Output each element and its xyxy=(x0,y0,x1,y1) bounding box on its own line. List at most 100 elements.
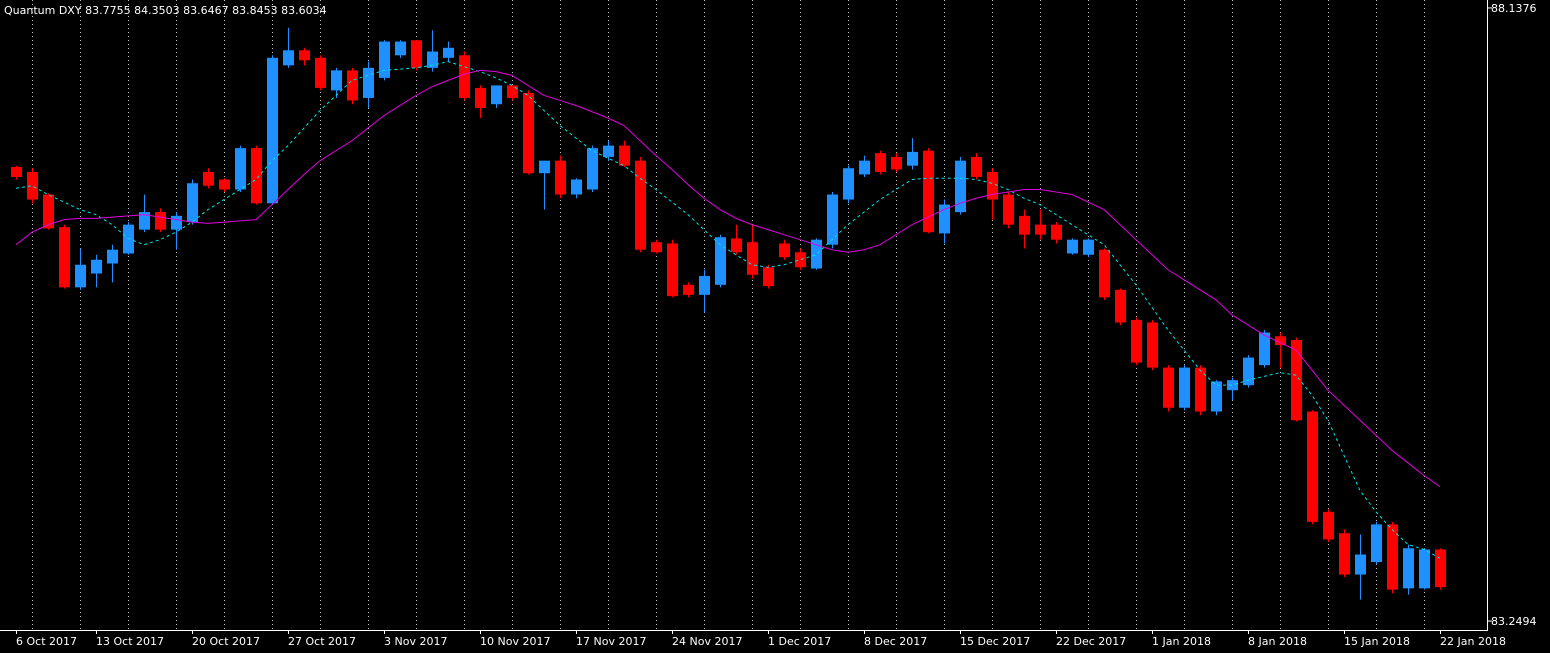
candle-body xyxy=(395,41,406,56)
candle-body xyxy=(91,259,102,274)
candle-body xyxy=(427,51,438,68)
candle-body xyxy=(155,212,166,230)
candle-body xyxy=(1355,554,1366,575)
candle-body xyxy=(27,171,38,200)
candle-body xyxy=(1387,524,1398,590)
x-tick-label: 10 Nov 2017 xyxy=(480,635,550,648)
candle-body xyxy=(1435,549,1446,588)
candle-body xyxy=(1163,367,1174,408)
x-tick-label: 8 Dec 2017 xyxy=(864,635,927,648)
candle-body xyxy=(459,55,470,98)
x-tick-label: 3 Nov 2017 xyxy=(384,635,447,648)
candle-body xyxy=(699,276,710,295)
candle-body xyxy=(475,87,486,108)
candle-body xyxy=(923,150,934,233)
candle-body xyxy=(1371,524,1382,563)
candle-body xyxy=(59,227,70,288)
x-tick-label: 24 Nov 2017 xyxy=(672,635,742,648)
candle-body xyxy=(971,156,982,177)
candle-body xyxy=(619,145,630,166)
grid xyxy=(32,0,1425,630)
candle-body xyxy=(651,242,662,253)
candle-body xyxy=(907,151,918,166)
x-tick-label: 6 Oct 2017 xyxy=(16,635,77,648)
header-value: 83.6467 xyxy=(183,4,229,17)
candle-body xyxy=(1099,249,1110,298)
candle-body xyxy=(955,160,966,213)
candle-body xyxy=(235,148,246,190)
candle-body xyxy=(1115,289,1126,323)
candle-body xyxy=(1339,533,1350,575)
candle-body xyxy=(603,145,614,157)
moving-average xyxy=(15,61,1441,559)
candle-body xyxy=(1275,336,1286,346)
candle-body xyxy=(715,237,726,285)
candle-body xyxy=(1195,367,1206,412)
x-tick-label: 15 Dec 2017 xyxy=(960,635,1030,648)
candle-body xyxy=(331,70,342,91)
candle-body xyxy=(827,194,838,245)
x-tick-label: 27 Oct 2017 xyxy=(288,635,356,648)
candle-body xyxy=(267,57,278,204)
candle-body xyxy=(203,171,214,186)
candle-body xyxy=(795,252,806,268)
header-value: 83.8453 xyxy=(232,4,278,17)
x-tick-label: 22 Dec 2017 xyxy=(1056,635,1126,648)
candle-body xyxy=(635,160,646,250)
candle-body xyxy=(219,179,230,190)
candle-body xyxy=(107,249,118,264)
candle-body xyxy=(1259,332,1270,366)
candle-body xyxy=(779,243,790,258)
candle-body xyxy=(1323,511,1334,540)
candle-body xyxy=(875,153,886,172)
candle-body xyxy=(251,148,262,204)
candle-body xyxy=(1291,340,1302,421)
x-tick-label: 20 Oct 2017 xyxy=(192,635,260,648)
moving-average xyxy=(15,69,1441,488)
x-tick-label: 1 Jan 2018 xyxy=(1152,635,1211,648)
candle-body xyxy=(939,204,950,234)
candle-body xyxy=(667,243,678,297)
candle-body xyxy=(523,92,534,174)
candle-body xyxy=(747,242,758,275)
candle-body xyxy=(1147,322,1158,368)
candle-body xyxy=(363,67,374,98)
candle-body xyxy=(555,160,566,195)
candle-body xyxy=(411,40,422,68)
candle-body xyxy=(315,57,326,88)
candle-body xyxy=(1179,367,1190,408)
candle-body xyxy=(507,85,518,98)
candle-body xyxy=(1307,411,1318,522)
candle-body xyxy=(811,239,822,269)
candle-body xyxy=(571,179,582,195)
candle-body xyxy=(891,156,902,170)
x-tick-label: 1 Dec 2017 xyxy=(768,635,831,648)
candle-body xyxy=(683,284,694,295)
candle-body xyxy=(283,50,294,66)
x-tick-label: 22 Jan 2018 xyxy=(1440,635,1506,648)
candle-body xyxy=(539,160,550,174)
candle-body xyxy=(859,160,870,175)
header-value: 84.3503 xyxy=(134,4,180,17)
candle-body xyxy=(139,212,150,230)
candle-body xyxy=(1035,224,1046,235)
candle-body xyxy=(11,166,22,177)
candle-body xyxy=(1083,239,1094,255)
candle-body xyxy=(987,171,998,200)
candle-body xyxy=(299,50,310,61)
header-value: 83.7755 xyxy=(85,4,131,17)
candle-body xyxy=(763,267,774,287)
y-tick-label: 83.2494 xyxy=(1491,615,1537,628)
candle-body xyxy=(1211,381,1222,412)
candle-body xyxy=(1131,319,1142,363)
candle-body xyxy=(731,238,742,253)
symbol: Quantum DXY xyxy=(4,4,82,17)
x-tick-label: 8 Jan 2018 xyxy=(1248,635,1307,648)
candle-body xyxy=(1051,224,1062,240)
candle-body xyxy=(1067,239,1078,254)
y-tick-label: 88.1376 xyxy=(1491,2,1537,15)
candle-body xyxy=(171,215,182,230)
